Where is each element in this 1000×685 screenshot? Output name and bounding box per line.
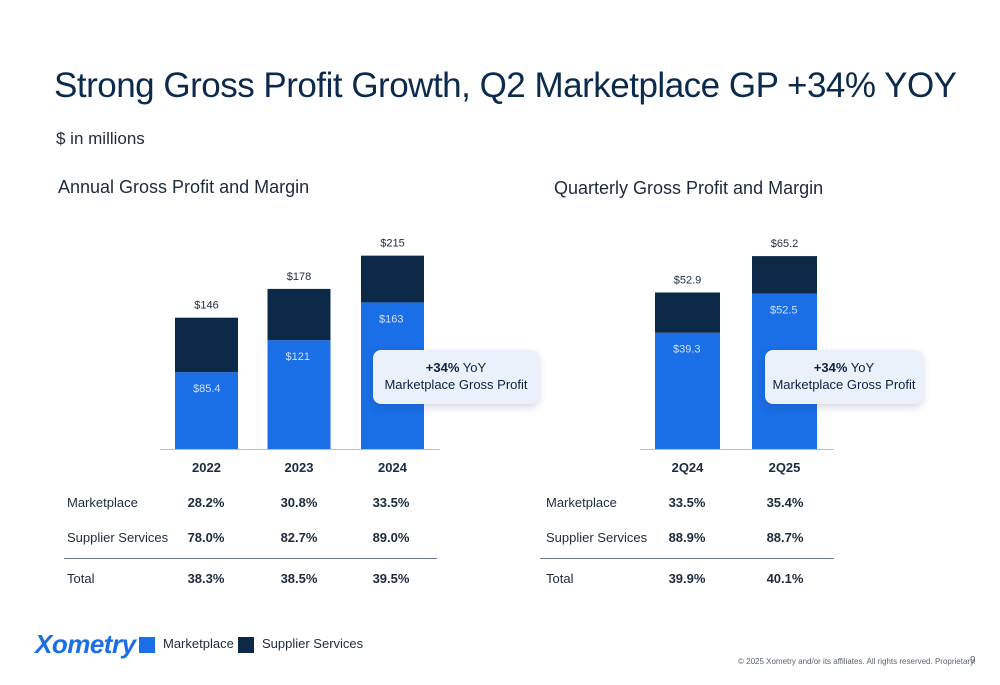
- cell-value: 38.3%: [187, 571, 225, 586]
- bar-total-label: $215: [380, 238, 404, 250]
- row-label: Total: [67, 571, 95, 586]
- bar-total-label: $178: [287, 271, 311, 283]
- bar-supplier-services: [361, 255, 424, 303]
- legend-swatch-supplier-services: [238, 637, 254, 653]
- quarterly-chart-title: Quarterly Gross Profit and Margin: [554, 178, 824, 198]
- cell-value: 28.2%: [187, 495, 225, 510]
- bar-supplier-services: [655, 292, 720, 333]
- category-tick-label: 2023: [285, 460, 314, 475]
- bar-value-label: $85.4: [193, 383, 221, 395]
- legend-swatch-marketplace: [139, 637, 155, 653]
- cell-value: 40.1%: [766, 571, 804, 586]
- callout-text: Marketplace Gross Profit: [384, 377, 528, 392]
- legend-label-supplier-services: Supplier Services: [262, 636, 364, 651]
- bar-value-label: $52.5: [770, 305, 798, 317]
- cell-value: 33.5%: [668, 495, 706, 510]
- table-divider: [64, 558, 437, 559]
- row-label: Supplier Services: [67, 530, 169, 545]
- page-number: 9: [970, 655, 976, 666]
- bar-supplier-services: [267, 288, 331, 341]
- row-label: Total: [546, 571, 574, 586]
- slide-title: Strong Gross Profit Growth, Q2 Marketpla…: [54, 66, 957, 105]
- bar-total-label: $65.2: [771, 238, 799, 250]
- annual-chart-title: Annual Gross Profit and Margin: [58, 177, 310, 197]
- callout-text: Marketplace Gross Profit: [772, 377, 916, 392]
- cell-value: 39.5%: [372, 571, 410, 586]
- category-tick-label: 2022: [192, 460, 221, 475]
- row-label: Supplier Services: [546, 530, 648, 545]
- callout-text: YoY: [459, 360, 487, 375]
- bar-supplier-services: [175, 317, 238, 373]
- bar-marketplace: [267, 340, 331, 449]
- cell-value: 30.8%: [280, 495, 318, 510]
- cell-value: 89.0%: [372, 530, 410, 545]
- callout-text: YoY: [847, 360, 875, 375]
- slide-subtitle: $ in millions: [56, 129, 145, 148]
- cell-value: 39.9%: [668, 571, 706, 586]
- legend-label-marketplace: Marketplace: [163, 636, 234, 651]
- cell-value: 33.5%: [372, 495, 410, 510]
- cell-value: 88.9%: [668, 530, 706, 545]
- category-tick-label: 2024: [378, 460, 408, 475]
- bar-supplier-services: [752, 256, 817, 294]
- bar-value-label: $163: [379, 313, 403, 325]
- cell-value: 78.0%: [187, 530, 225, 545]
- xometry-logo: Xometry: [35, 629, 136, 659]
- annual-yoy-callout: +34% YoY Marketplace Gross Profit: [373, 350, 539, 404]
- bar-marketplace: [175, 372, 238, 449]
- cell-value: 35.4%: [766, 495, 804, 510]
- row-label: Marketplace: [546, 495, 617, 510]
- callout-bold: +34%: [425, 360, 460, 375]
- category-tick-label: 2Q25: [769, 460, 801, 475]
- category-tick-label: 2Q24: [672, 460, 705, 475]
- cell-value: 88.7%: [766, 530, 804, 545]
- bar-total-label: $146: [194, 300, 218, 312]
- cell-value: 82.7%: [280, 530, 318, 545]
- callout-bold: +34%: [813, 360, 848, 375]
- row-label: Marketplace: [67, 495, 138, 510]
- copyright-notice: © 2025 Xometry and/or its affiliates. Al…: [738, 657, 976, 666]
- cell-value: 38.5%: [280, 571, 318, 586]
- bar-total-label: $52.9: [674, 274, 702, 286]
- bar-marketplace: [655, 332, 720, 449]
- quarterly-yoy-callout: +34% YoY Marketplace Gross Profit: [765, 350, 923, 404]
- bar-value-label: $39.3: [673, 344, 701, 356]
- table-divider: [540, 558, 834, 559]
- bar-value-label: $121: [286, 351, 310, 363]
